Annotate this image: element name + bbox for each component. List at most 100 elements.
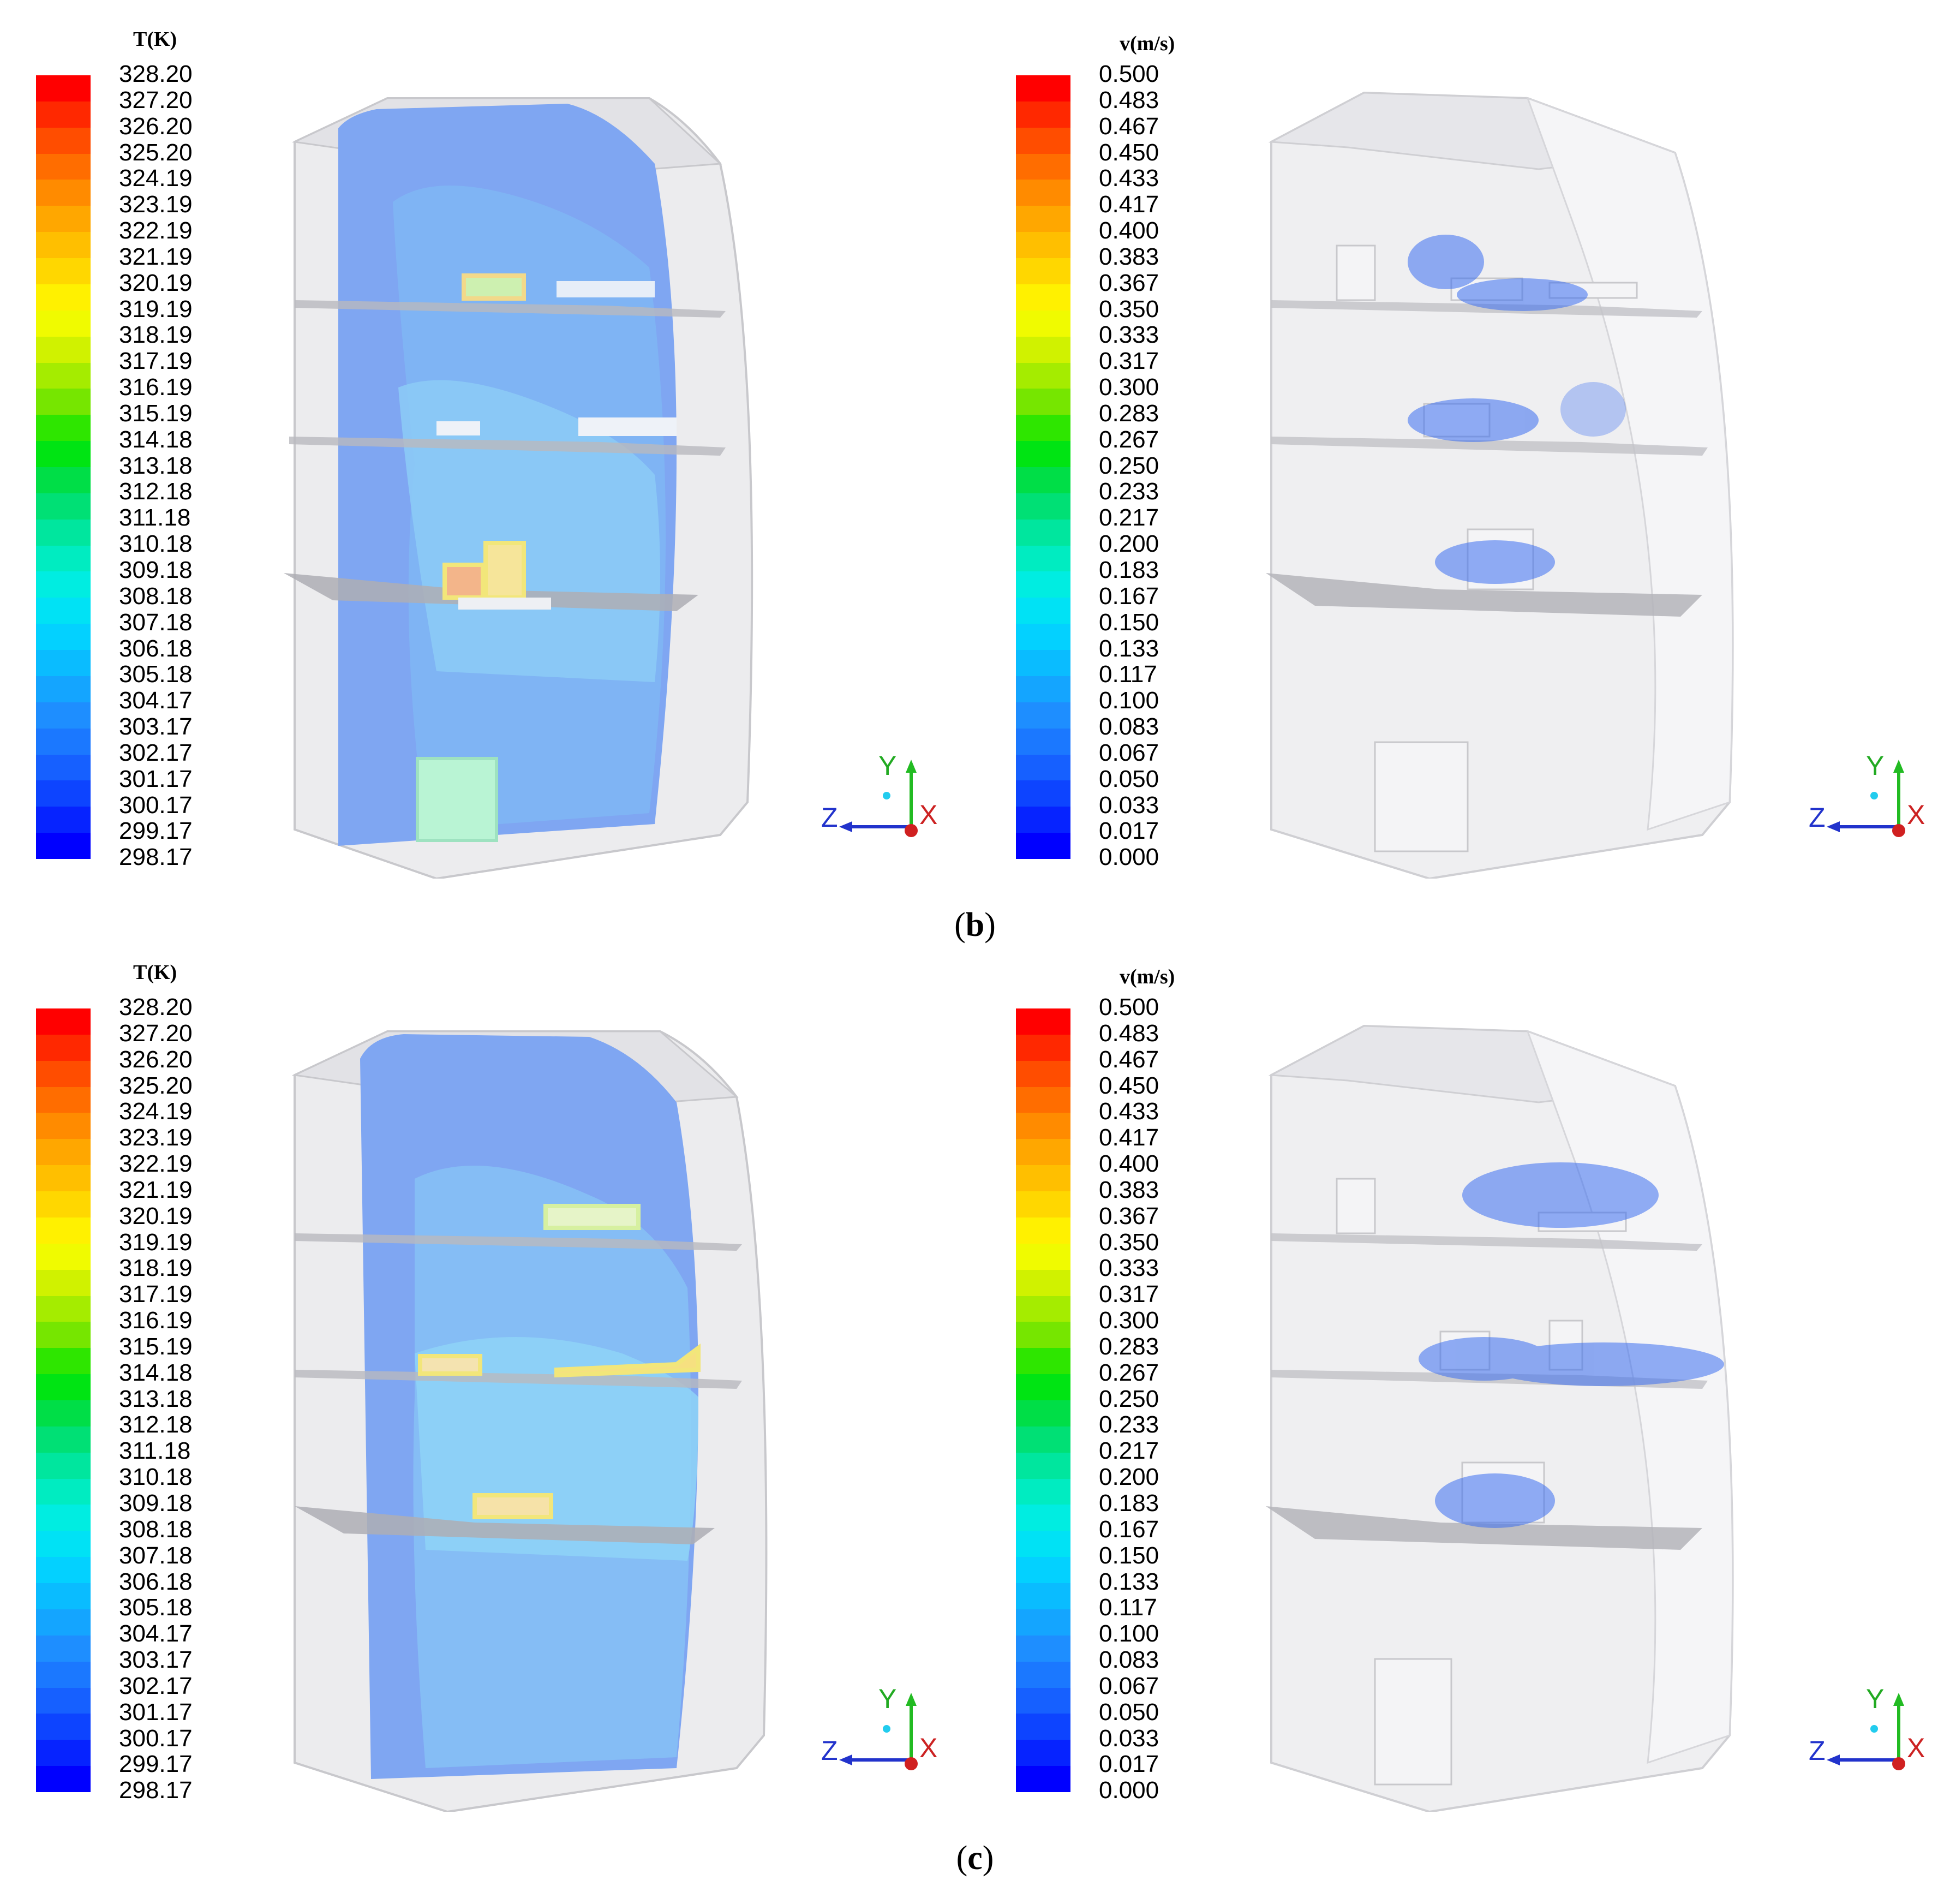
colorbar-band bbox=[1016, 1191, 1070, 1218]
shelf-1 bbox=[1271, 300, 1702, 318]
colorbar-tick-label: 0.417 bbox=[1099, 1124, 1159, 1151]
colorbar-band bbox=[1016, 1766, 1070, 1793]
triad-y-label: Y bbox=[1866, 750, 1884, 781]
colorbar-band bbox=[36, 1217, 91, 1244]
colorbar-band bbox=[1016, 258, 1070, 285]
colorbar-tick-label: 308.18 bbox=[119, 582, 193, 610]
colorbar-tick-label: 319.19 bbox=[119, 1228, 193, 1256]
colorbar-tick-label: 305.18 bbox=[119, 661, 193, 688]
colorbar-band bbox=[36, 493, 91, 520]
colorbar-band bbox=[36, 1609, 91, 1636]
colorbar-tick-label: 300.17 bbox=[119, 1724, 193, 1752]
colorbar-band bbox=[36, 1374, 91, 1401]
colorbar-tick-label: 0.467 bbox=[1099, 1046, 1159, 1073]
axis-triad-temperature: Y Z X bbox=[821, 1684, 937, 1770]
colorbar-band bbox=[36, 232, 91, 259]
colorbar-tick-label: 0.500 bbox=[1099, 61, 1159, 87]
caption-c: (c) bbox=[956, 1840, 994, 1877]
colorbar-band bbox=[36, 1087, 91, 1113]
colorbar-band bbox=[1016, 702, 1070, 729]
colorbar-tick-label: 307.18 bbox=[119, 608, 193, 636]
colorbar-band bbox=[1016, 206, 1070, 232]
shelf-2 bbox=[289, 437, 726, 456]
colorbar-tick-label: 309.18 bbox=[119, 557, 193, 583]
colorbar-tick-label: 303.17 bbox=[119, 713, 193, 741]
colorbar-band bbox=[1016, 1505, 1070, 1531]
colorbar-band bbox=[1016, 1139, 1070, 1166]
colorbar-band bbox=[1016, 754, 1070, 781]
colorbar-band bbox=[1016, 1687, 1070, 1714]
velocity-colorbar bbox=[1016, 1008, 1070, 1793]
triad-z-label: Z bbox=[821, 1735, 838, 1766]
triad-x-label: X bbox=[1907, 1733, 1925, 1763]
colorbar-band bbox=[36, 1531, 91, 1557]
colorbar-band bbox=[1016, 310, 1070, 337]
colorbar-band bbox=[36, 362, 91, 389]
colorbar-band bbox=[36, 1348, 91, 1375]
colorbar-band bbox=[36, 258, 91, 285]
colorbar-tick-label: 0.100 bbox=[1099, 687, 1159, 714]
colorbar-band bbox=[36, 1426, 91, 1453]
triad-z-label: Z bbox=[821, 802, 838, 833]
colorbar-band bbox=[36, 1269, 91, 1297]
colorbar-band bbox=[36, 1505, 91, 1531]
colorbar-band bbox=[1016, 1740, 1070, 1766]
colorbar-band bbox=[36, 1034, 91, 1061]
colorbar-tick-label: 0.300 bbox=[1099, 374, 1159, 401]
colorbar-band bbox=[1016, 1296, 1070, 1322]
colorbar-band bbox=[1016, 1452, 1070, 1479]
colorbar-tick-label: 303.17 bbox=[119, 1646, 193, 1674]
colorbar-tick-label: 317.19 bbox=[119, 348, 193, 375]
colorbar-band bbox=[1016, 1217, 1070, 1244]
colorbar-tick-label: 313.18 bbox=[119, 452, 193, 479]
colorbar-band bbox=[1016, 415, 1070, 441]
colorbar-band bbox=[1016, 1478, 1070, 1505]
colorbar-tick-label: 0.367 bbox=[1099, 269, 1159, 296]
velocity-vectors bbox=[1419, 1162, 1724, 1528]
colorbar-tick-label: 0.333 bbox=[1099, 321, 1159, 349]
colorbar-band bbox=[36, 75, 91, 102]
colorbar-tick-label: 0.050 bbox=[1099, 765, 1159, 792]
colorbar-band bbox=[1016, 441, 1070, 468]
colorbar-tick-label: 318.19 bbox=[119, 1255, 193, 1282]
colorbar-band bbox=[1016, 650, 1070, 677]
temperature-legend: T(K) 328.20 327.20 326.20 325.20 324.19 323.1… bbox=[36, 27, 222, 879]
colorbar-tick-label: 312.18 bbox=[119, 1411, 193, 1439]
colorbar-tick-label: 315.19 bbox=[119, 1333, 193, 1360]
colorbar-band bbox=[36, 676, 91, 703]
triad-z-label: Z bbox=[1809, 802, 1826, 833]
temperature-colorbar bbox=[36, 75, 91, 860]
colorbar-tick-label: 0.417 bbox=[1099, 191, 1159, 218]
colorbar-band bbox=[1016, 1008, 1070, 1035]
colorbar-tick-label: 0.100 bbox=[1099, 1620, 1159, 1648]
shelf-1 bbox=[295, 1233, 742, 1251]
velocity-legend-title: v(m/s) bbox=[1120, 32, 1175, 55]
colorbar-tick-label: 320.19 bbox=[119, 269, 193, 296]
colorbar-tick-label: 327.20 bbox=[119, 86, 193, 114]
colorbar-tick-label: 301.17 bbox=[119, 1698, 193, 1726]
colorbar-band bbox=[36, 1687, 91, 1714]
velocity-vector-view bbox=[1266, 1024, 1734, 1812]
temperature-legend-title: T(K) bbox=[133, 961, 177, 984]
colorbar-band bbox=[1016, 545, 1070, 572]
colorbar-tick-label: 0.033 bbox=[1099, 1724, 1159, 1752]
colorbar-band bbox=[1016, 1269, 1070, 1297]
colorbar-tick-label: 324.19 bbox=[119, 165, 193, 192]
colorbar-tick-label: 309.18 bbox=[119, 1490, 193, 1517]
shelf-3 bbox=[295, 1506, 715, 1544]
colorbar-tick-label: 0.033 bbox=[1099, 791, 1159, 819]
colorbar-tick-label: 0.300 bbox=[1099, 1307, 1159, 1334]
temperature-colorbar bbox=[36, 1008, 91, 1793]
component-1b bbox=[557, 281, 655, 297]
colorbar-tick-label: 0.017 bbox=[1099, 817, 1159, 845]
colorbar-tick-label: 0.083 bbox=[1099, 1646, 1159, 1674]
colorbar-tick-label: 0.400 bbox=[1099, 1150, 1159, 1178]
colorbar-tick-label: 325.20 bbox=[119, 1072, 193, 1099]
colorbar-band bbox=[36, 1400, 91, 1427]
colorbar-tick-label: 311.18 bbox=[119, 1437, 191, 1465]
colorbar-tick-label: 0.317 bbox=[1099, 348, 1159, 375]
colorbar-tick-label: 300.17 bbox=[119, 791, 193, 819]
colorbar-band bbox=[1016, 180, 1070, 206]
colorbar-tick-label: 0.233 bbox=[1099, 1411, 1159, 1439]
colorbar-band bbox=[36, 780, 91, 807]
